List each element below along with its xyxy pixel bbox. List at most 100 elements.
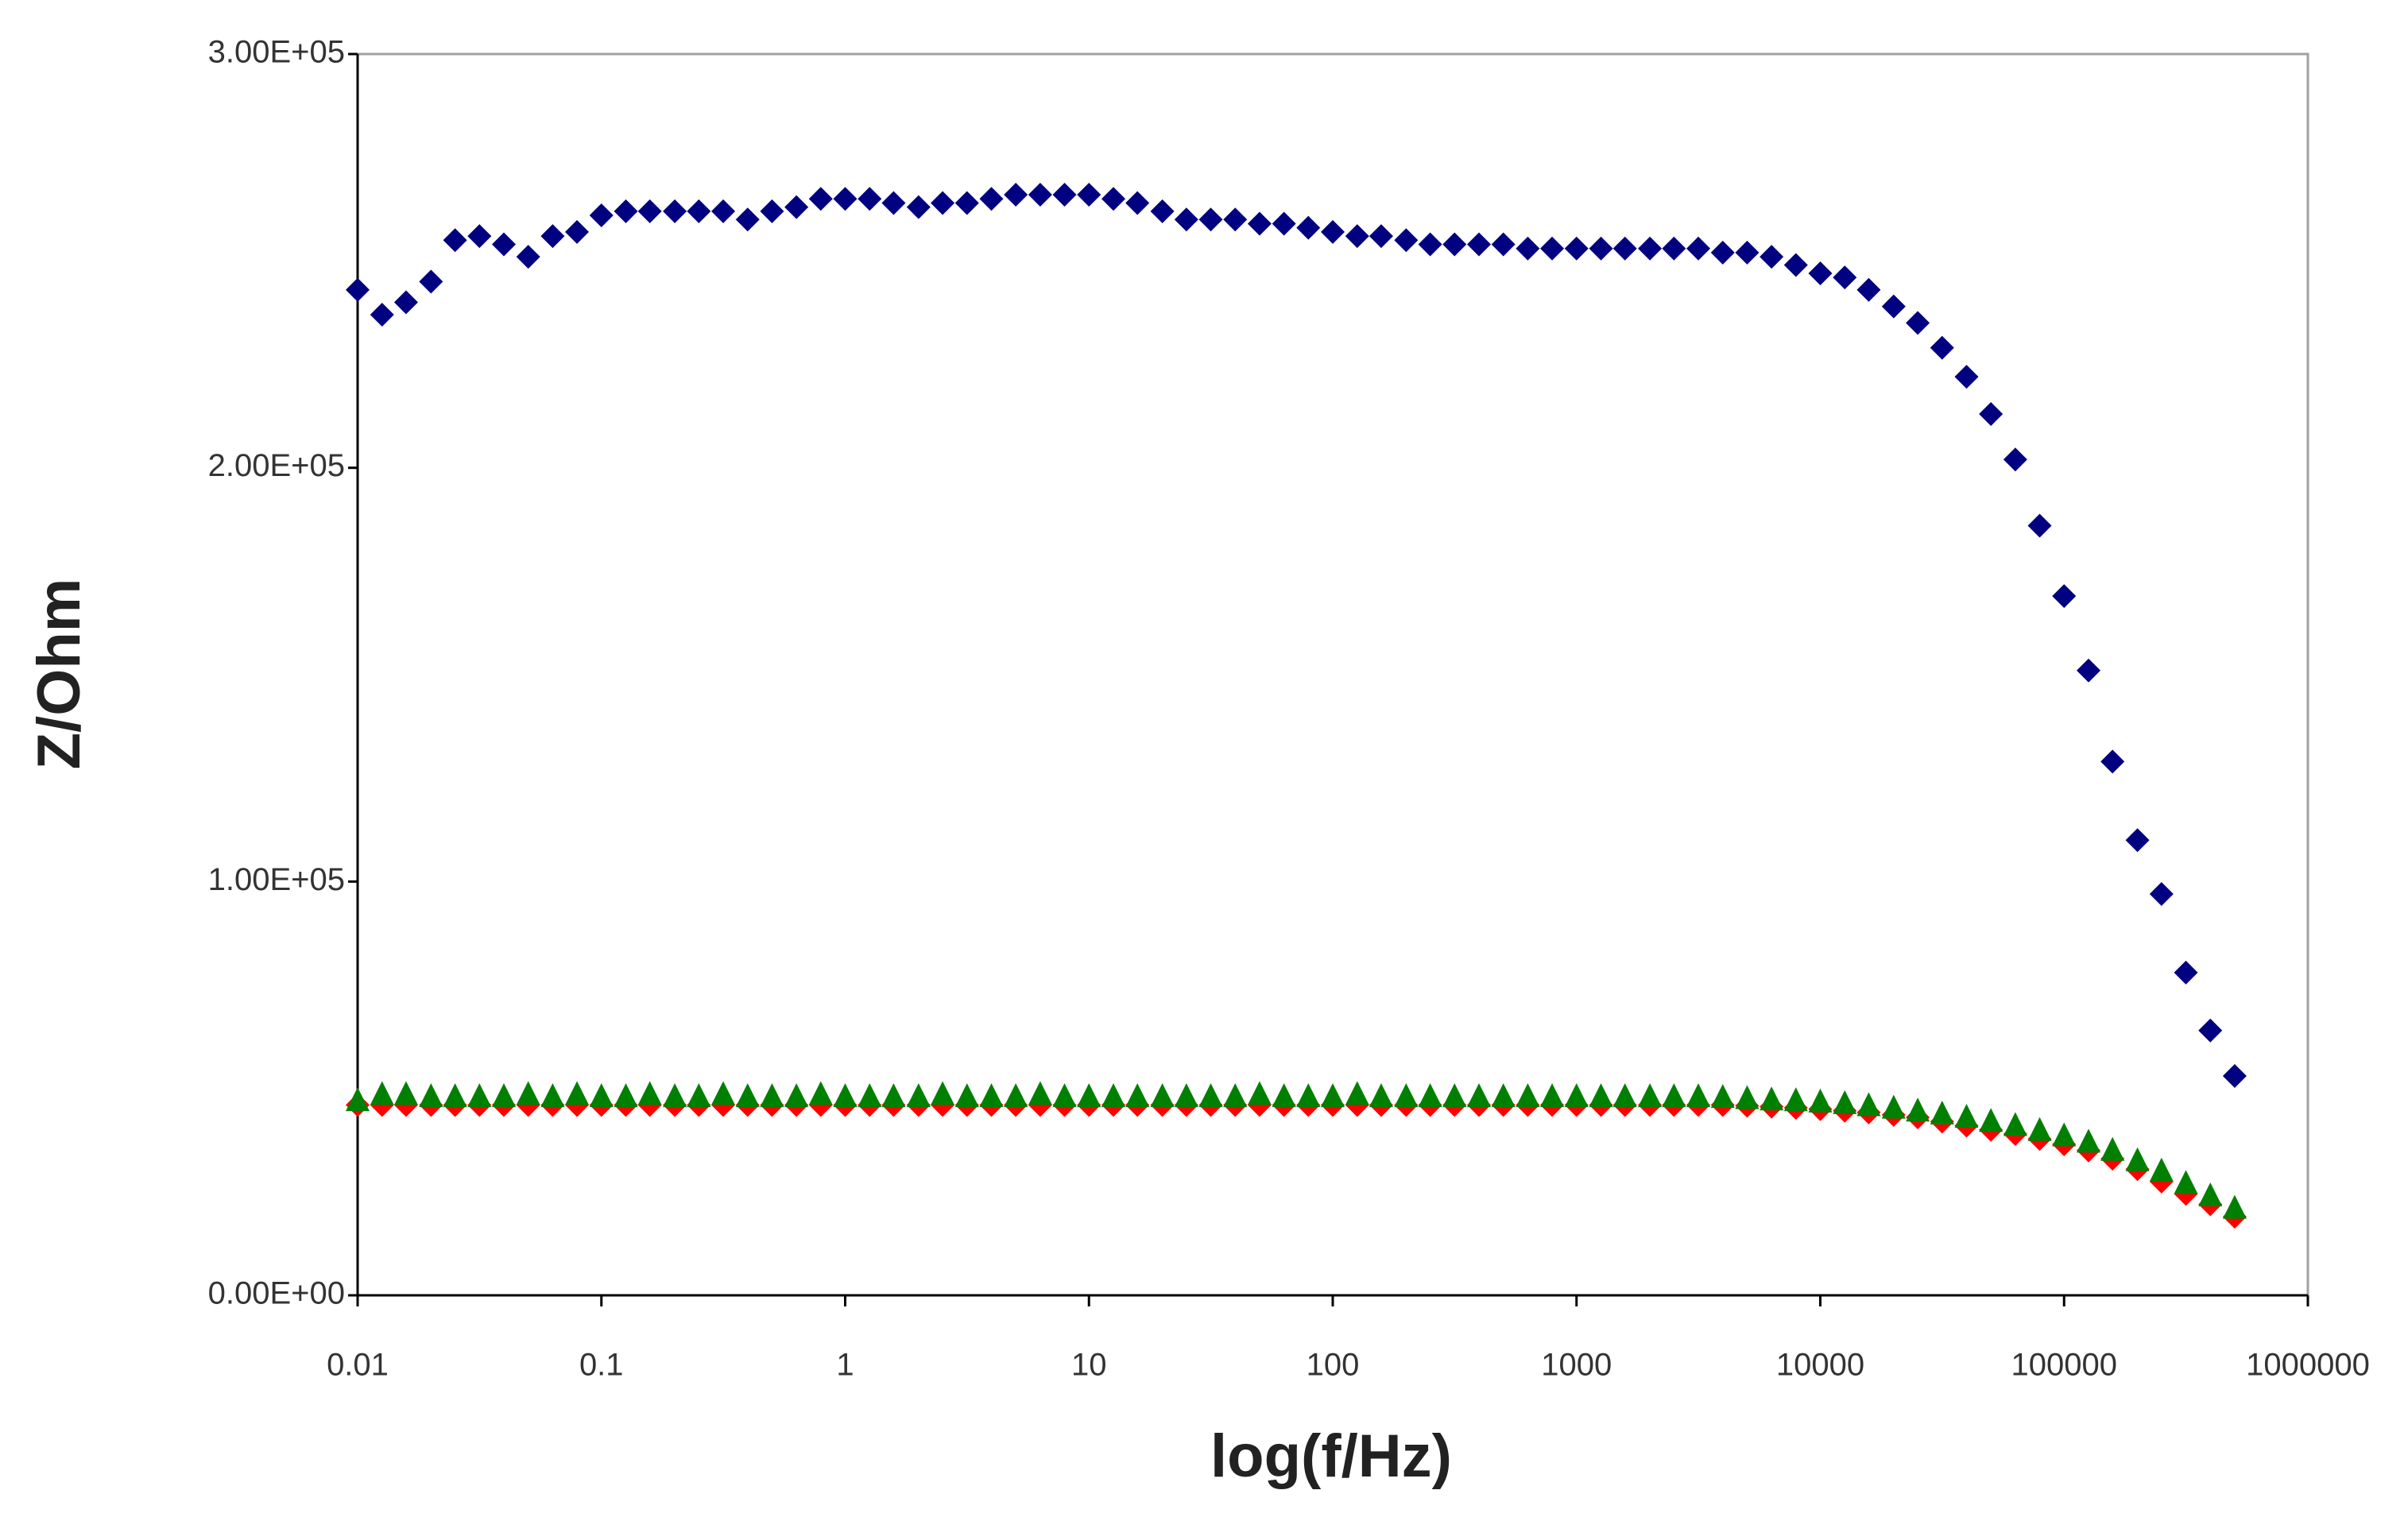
data-point xyxy=(858,1083,882,1108)
data-point xyxy=(1589,1083,1613,1108)
data-point xyxy=(637,1081,662,1105)
data-point xyxy=(1247,211,1272,236)
data-point xyxy=(1198,1083,1223,1108)
data-point xyxy=(1638,236,1663,261)
data-point xyxy=(1710,240,1735,265)
data-point xyxy=(1954,365,1979,389)
data-point xyxy=(906,1083,931,1108)
data-point xyxy=(1223,207,1248,232)
data-point xyxy=(711,199,736,223)
data-point xyxy=(1760,245,1784,269)
data-point xyxy=(1856,1092,1881,1117)
data-point xyxy=(1833,265,1857,290)
data-point xyxy=(1174,207,1198,232)
data-point xyxy=(1491,1083,1516,1108)
data-point xyxy=(540,224,565,249)
data-point xyxy=(1442,1083,1467,1108)
data-point xyxy=(1296,1083,1321,1108)
data-point xyxy=(467,224,492,249)
data-point xyxy=(1540,1083,1565,1108)
data-point xyxy=(492,1083,517,1108)
data-point xyxy=(589,1083,614,1108)
data-point xyxy=(1564,236,1589,261)
data-point xyxy=(2100,1136,2125,1161)
data-point xyxy=(1979,401,2003,426)
data-point xyxy=(833,1083,858,1108)
data-point xyxy=(1783,1087,1808,1112)
data-point xyxy=(1198,207,1223,232)
data-point xyxy=(1856,277,1881,302)
data-point xyxy=(1491,232,1516,257)
y-tick-label: 0.00E+00 xyxy=(208,1276,345,1311)
data-point xyxy=(1125,1083,1150,1108)
x-tick-label: 0.01 xyxy=(327,1348,389,1383)
data-point xyxy=(1321,219,1345,244)
data-point xyxy=(1418,1083,1442,1108)
data-point xyxy=(516,245,540,269)
data-point xyxy=(1881,294,1906,319)
data-point xyxy=(1564,1083,1589,1108)
data-point xyxy=(1954,1104,1979,1128)
data-point xyxy=(565,219,590,244)
data-point xyxy=(1150,199,1175,223)
data-point xyxy=(784,195,809,219)
data-point xyxy=(711,1081,736,1105)
data-point xyxy=(1272,1083,1296,1108)
data-point xyxy=(1467,232,1492,257)
y-tick-label: 3.00E+05 xyxy=(208,35,345,70)
data-point xyxy=(687,199,711,223)
x-tick-label: 1 xyxy=(836,1348,854,1383)
data-point xyxy=(614,199,638,223)
data-point xyxy=(346,1087,370,1112)
data-point xyxy=(467,1083,492,1108)
data-point xyxy=(589,203,614,228)
data-point xyxy=(2027,513,2052,538)
x-axis-title: log(f/Hz) xyxy=(1210,1422,1452,1490)
data-point xyxy=(540,1083,565,1108)
data-point xyxy=(1638,1083,1663,1108)
data-point xyxy=(1101,1083,1126,1108)
data-point xyxy=(808,1081,833,1105)
data-point xyxy=(663,1083,687,1108)
data-point xyxy=(881,1083,906,1108)
data-point xyxy=(1881,1094,1906,1119)
data-point xyxy=(687,1083,711,1108)
y-tick-label: 2.00E+05 xyxy=(208,448,345,483)
data-point xyxy=(1394,1083,1419,1108)
data-point xyxy=(2077,1128,2101,1153)
data-point xyxy=(1612,236,1637,261)
data-point xyxy=(931,191,955,215)
data-point xyxy=(2125,1147,2150,1171)
data-point xyxy=(419,269,443,294)
data-point xyxy=(443,228,467,253)
data-point xyxy=(1296,215,1321,240)
data-point xyxy=(1004,183,1028,207)
data-point xyxy=(735,1083,760,1108)
data-point xyxy=(393,1081,418,1105)
data-point xyxy=(1150,1083,1175,1108)
data-point xyxy=(2052,1122,2077,1147)
x-tick-label: 10 xyxy=(1071,1348,1107,1383)
data-point xyxy=(2222,1064,2247,1089)
data-point xyxy=(1321,1083,1345,1108)
y-axis-title: Z/Ohm xyxy=(25,579,93,770)
data-point xyxy=(1540,236,1565,261)
x-tick-label: 100000 xyxy=(2011,1348,2117,1383)
data-point xyxy=(2077,658,2101,683)
data-point xyxy=(1710,1084,1735,1109)
data-point xyxy=(370,1081,394,1105)
data-point xyxy=(2100,749,2125,774)
data-point xyxy=(1833,1089,1857,1114)
data-point xyxy=(931,1081,955,1105)
data-point xyxy=(393,290,418,315)
data-point xyxy=(346,277,370,302)
data-point xyxy=(2003,447,2027,472)
data-point xyxy=(1125,191,1150,215)
data-point xyxy=(2149,881,2174,906)
data-point xyxy=(1783,253,1808,277)
y-tick-label: 1.00E+05 xyxy=(208,862,345,897)
data-point xyxy=(1516,236,1540,261)
data-point xyxy=(881,191,906,215)
data-point xyxy=(833,187,858,211)
